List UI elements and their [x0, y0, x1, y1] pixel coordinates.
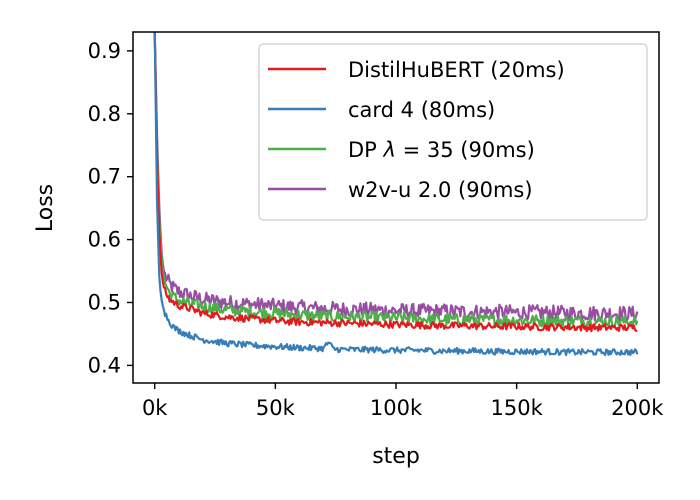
series-line-2 [153, 32, 639, 329]
y-tick-label: 0.7 [88, 165, 121, 189]
x-tick-label: 200k [611, 396, 664, 420]
series-line-0 [153, 32, 638, 333]
y-tick-label: 0.5 [88, 290, 121, 314]
y-tick-label: 0.8 [88, 102, 121, 126]
legend-label: DP λ = 35 (90ms) [348, 138, 535, 162]
legend-box [258, 43, 648, 221]
x-axis-title: step [372, 444, 420, 469]
legend-label: w2v-u 2.0 (90ms) [348, 178, 533, 202]
y-tick-label: 0.4 [88, 353, 121, 377]
y-tick-label: 0.6 [88, 228, 121, 252]
series-line-1 [153, 32, 639, 357]
legend: DistilHuBERT (20ms) card 4 (80ms) DP λ = 3… [258, 43, 648, 221]
x-tick-label: 150k [491, 396, 544, 420]
y-axis: 0.4 0.5 0.6 0.7 0.8 0.9 [88, 39, 133, 377]
x-tick-label: 0k [142, 396, 168, 420]
series-layer [153, 32, 639, 357]
legend-label: card 4 (80ms) [348, 98, 495, 122]
y-tick-label: 0.9 [88, 39, 121, 63]
legend-label: DistilHuBERT (20ms) [348, 58, 565, 82]
x-axis: 0k 50k 100k 150k 200k [142, 383, 664, 420]
x-tick-label: 100k [370, 396, 423, 420]
y-axis-title: Loss [33, 184, 58, 232]
x-tick-label: 50k [256, 396, 296, 420]
